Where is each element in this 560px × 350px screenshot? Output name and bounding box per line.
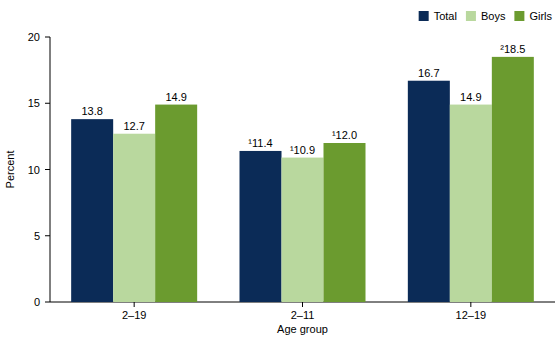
legend-label: Girls xyxy=(529,10,552,22)
bar xyxy=(71,119,113,302)
legend-swatch xyxy=(514,11,524,21)
x-tick xyxy=(302,302,303,307)
y-tick-label: 15 xyxy=(28,97,40,109)
data-label: ¹12.0 xyxy=(332,129,357,141)
y-tick-label: 0 xyxy=(34,296,40,308)
y-tick xyxy=(45,302,50,303)
data-label: 14.9 xyxy=(460,91,481,103)
data-label: ¹11.4 xyxy=(248,137,272,149)
bar xyxy=(240,151,282,302)
data-label: ¹10.9 xyxy=(290,144,315,156)
legend-swatch xyxy=(466,11,476,21)
bar xyxy=(450,105,492,302)
x-tick-label: 2–11 xyxy=(291,309,315,321)
bar xyxy=(113,134,155,302)
data-label: 13.8 xyxy=(81,105,102,117)
legend-swatch xyxy=(419,11,429,21)
data-label: 14.9 xyxy=(165,91,186,103)
bar xyxy=(282,158,324,302)
chart: 0 5 10 15 20 2–19 2–11 12–19 Age group Percent 13.… xyxy=(0,0,560,350)
legend-label: Total xyxy=(434,10,457,22)
bars xyxy=(71,57,534,302)
bar xyxy=(155,105,197,302)
data-labels: 13.8 ¹11.4 16.7 12.7 ¹10.9 14.9 14.9 ¹12.0 ²18.5 xyxy=(81,43,525,156)
bar xyxy=(324,143,366,302)
y-tick xyxy=(45,37,50,38)
y-tick-label: 5 xyxy=(34,230,40,242)
y-tick xyxy=(45,235,50,236)
y-axis-label: Percent xyxy=(4,151,16,189)
x-tick xyxy=(470,302,471,307)
y-tick-label: 20 xyxy=(28,31,40,43)
data-label: 12.7 xyxy=(123,120,144,132)
y-tick-label: 10 xyxy=(28,164,40,176)
y-tick xyxy=(45,103,50,104)
data-label: ²18.5 xyxy=(500,43,525,55)
x-axis-label: Age group xyxy=(277,323,328,335)
legend: Girls Boys Total xyxy=(419,10,553,22)
data-label: 16.7 xyxy=(418,67,439,79)
legend-label: Boys xyxy=(481,10,506,22)
bar xyxy=(408,81,450,302)
y-tick xyxy=(45,169,50,170)
bar xyxy=(492,57,534,302)
x-tick-label: 12–19 xyxy=(456,309,487,321)
x-tick xyxy=(134,302,135,307)
x-tick-label: 2–19 xyxy=(122,309,146,321)
